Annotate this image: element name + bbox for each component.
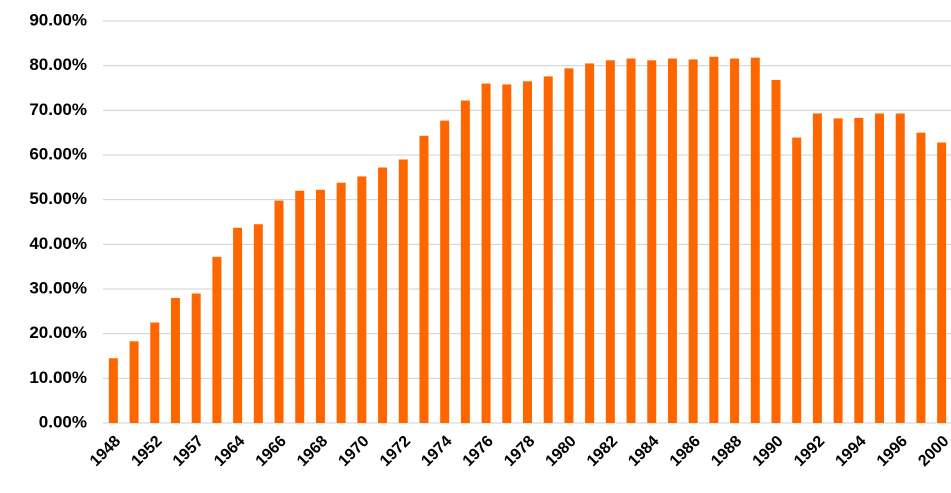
bar bbox=[833, 118, 843, 423]
bar bbox=[502, 84, 512, 423]
bar bbox=[357, 176, 367, 423]
x-tick-label: 1948 bbox=[87, 433, 124, 470]
bar bbox=[730, 58, 740, 424]
bar bbox=[916, 132, 926, 423]
bar bbox=[523, 81, 532, 424]
y-tick-label: 80.00% bbox=[29, 55, 87, 74]
x-tick-label: 1976 bbox=[460, 433, 497, 470]
y-tick-label: 20.00% bbox=[29, 323, 87, 342]
x-tick-label: 1952 bbox=[128, 433, 165, 470]
bar bbox=[647, 60, 657, 423]
bar bbox=[440, 120, 450, 424]
y-tick-label: 90.00% bbox=[29, 10, 87, 29]
y-tick-label: 30.00% bbox=[29, 278, 87, 297]
y-tick-label: 50.00% bbox=[29, 189, 87, 208]
bar bbox=[274, 200, 284, 423]
bar bbox=[688, 59, 698, 424]
x-tick-label: 1978 bbox=[501, 433, 538, 470]
bar bbox=[460, 100, 470, 424]
bar bbox=[212, 256, 222, 423]
bar bbox=[792, 137, 802, 423]
bar bbox=[895, 113, 905, 424]
bar bbox=[129, 341, 139, 423]
x-tick-label: 1972 bbox=[377, 433, 414, 470]
bar bbox=[253, 224, 263, 423]
x-tick-label: 1988 bbox=[708, 433, 745, 470]
x-tick-label: 1986 bbox=[667, 433, 704, 470]
bar bbox=[626, 58, 636, 424]
x-tick-label: 1966 bbox=[253, 433, 290, 470]
bar bbox=[378, 167, 388, 423]
x-tick-label: 1996 bbox=[874, 433, 911, 470]
bar bbox=[233, 227, 243, 423]
x-tick-label: 1970 bbox=[335, 433, 372, 470]
x-tick-label: 1968 bbox=[294, 433, 331, 470]
y-tick-label: 60.00% bbox=[29, 144, 87, 163]
bar bbox=[771, 79, 781, 424]
bar bbox=[667, 58, 677, 424]
x-tick-label: 1994 bbox=[832, 433, 869, 470]
bar bbox=[336, 182, 346, 423]
x-tick-label: 1964 bbox=[211, 433, 248, 470]
bar bbox=[315, 189, 325, 423]
y-tick-label: 70.00% bbox=[29, 100, 87, 119]
bar bbox=[709, 56, 719, 423]
bar bbox=[937, 142, 947, 423]
x-tick-label: 1984 bbox=[625, 433, 662, 470]
bar bbox=[108, 358, 118, 423]
bar bbox=[191, 293, 201, 423]
x-tick-label: 2000 bbox=[915, 433, 951, 470]
bar bbox=[854, 117, 864, 423]
x-tick-label: 1990 bbox=[750, 433, 787, 470]
bar bbox=[750, 57, 760, 423]
bar bbox=[398, 159, 408, 423]
bar bbox=[605, 60, 615, 423]
x-tick-label: 1957 bbox=[170, 433, 207, 470]
x-tick-label: 1992 bbox=[791, 433, 828, 470]
y-tick-label: 0.00% bbox=[39, 412, 87, 431]
bar bbox=[419, 135, 429, 423]
bar bbox=[295, 190, 305, 423]
bar bbox=[543, 76, 553, 424]
y-tick-label: 10.00% bbox=[29, 368, 87, 387]
y-tick-label: 40.00% bbox=[29, 234, 87, 253]
bar bbox=[585, 63, 595, 423]
x-tick-label: 1974 bbox=[418, 433, 455, 470]
bar bbox=[150, 322, 160, 423]
bar bbox=[170, 297, 180, 423]
x-tick-label: 1980 bbox=[543, 433, 580, 470]
bar bbox=[564, 68, 574, 423]
bar bbox=[875, 113, 885, 424]
bar bbox=[812, 113, 822, 424]
x-tick-label: 1982 bbox=[584, 433, 621, 470]
bar bbox=[481, 83, 491, 424]
